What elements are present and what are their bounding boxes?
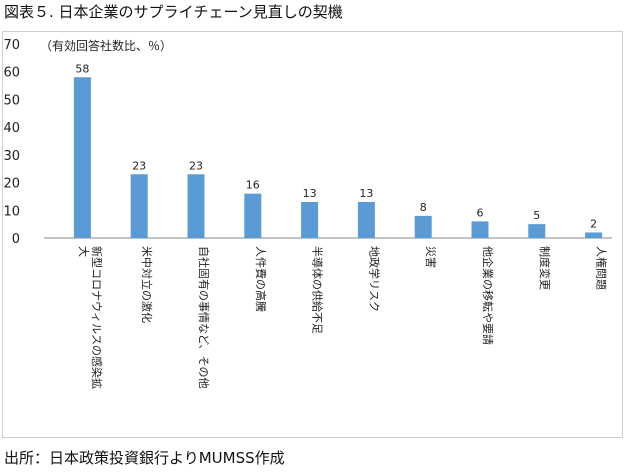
y-tick-label: 30 bbox=[3, 149, 20, 164]
data-label: 13 bbox=[359, 187, 373, 200]
y-tick-label: 20 bbox=[3, 177, 20, 192]
category-label: 災害 bbox=[424, 246, 438, 268]
bar bbox=[301, 201, 319, 238]
bars: 58 23 23 16 13 13 8 6 5 2 bbox=[73, 62, 603, 238]
y-tick-label: 10 bbox=[3, 204, 20, 219]
y-tick-label: 40 bbox=[3, 121, 20, 136]
y-tick-label: 0 bbox=[12, 232, 20, 247]
data-label: 8 bbox=[420, 201, 427, 214]
category-label: 人権問題 bbox=[595, 246, 609, 290]
y-tick-label: 60 bbox=[3, 66, 20, 81]
category-label: 他企業の移転や要請 bbox=[481, 246, 495, 345]
data-label: 23 bbox=[132, 159, 146, 172]
category-label: 半導体の供給不足 bbox=[311, 246, 325, 334]
data-label: 16 bbox=[246, 179, 260, 192]
category-label: 自社固有の事情など、その他 bbox=[197, 246, 211, 388]
bar bbox=[471, 221, 489, 238]
chart-frame bbox=[2, 31, 623, 438]
data-label: 13 bbox=[303, 187, 317, 200]
category-label: 人件費の高騰 bbox=[254, 246, 268, 312]
bar bbox=[414, 215, 432, 238]
category-label: 地政学リスク bbox=[367, 246, 381, 312]
bar bbox=[187, 174, 205, 238]
bar bbox=[130, 174, 148, 238]
data-label: 6 bbox=[477, 206, 484, 219]
bar bbox=[357, 201, 375, 238]
category-label: 大 bbox=[77, 246, 91, 257]
bar bbox=[244, 193, 262, 238]
data-label: 23 bbox=[189, 159, 203, 172]
category-label: 新型コロナウィルスの感染拡 bbox=[90, 246, 104, 389]
data-label: 5 bbox=[533, 209, 540, 222]
category-label: 米中対立の激化 bbox=[140, 246, 154, 323]
data-label: 2 bbox=[590, 217, 597, 230]
bar bbox=[73, 77, 91, 238]
source-note: 出所：日本政策投資銀行よりMUMSS作成 bbox=[4, 449, 285, 467]
category-label: 制度変更 bbox=[538, 246, 552, 290]
y-tick-label: 70 bbox=[3, 38, 20, 53]
figure-title: 図表５. 日本企業のサプライチェーン見直しの契機 bbox=[4, 3, 343, 21]
y-tick-label: 50 bbox=[3, 93, 20, 108]
y-axis-label: （有効回答社数比、％） bbox=[40, 38, 172, 53]
data-label: 58 bbox=[75, 62, 89, 75]
bar bbox=[585, 232, 603, 238]
bar bbox=[528, 224, 546, 238]
